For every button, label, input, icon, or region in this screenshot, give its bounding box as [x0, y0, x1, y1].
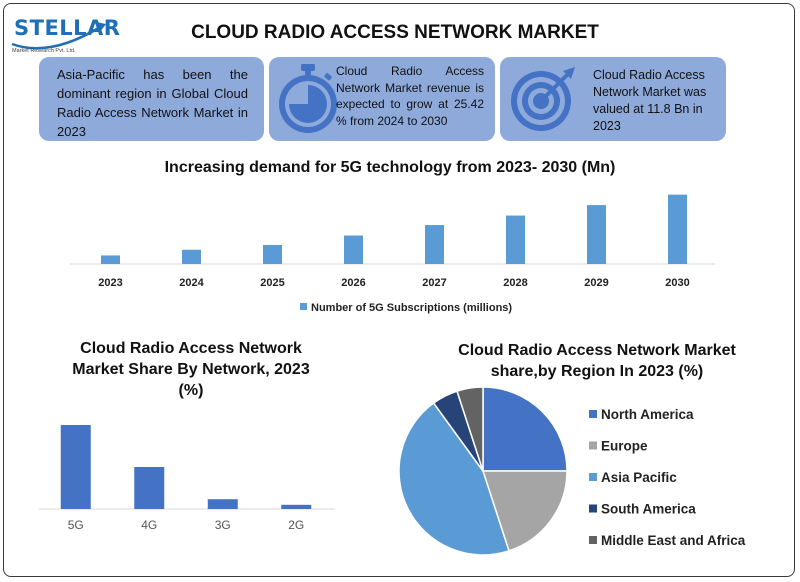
logo-text: STELLAR [14, 16, 121, 40]
bar-2026 [344, 235, 363, 264]
region-chart-title: Cloud Radio Access Network Market share,… [458, 342, 736, 380]
legend-label-north-america: North America [601, 407, 694, 422]
tick-label-2025: 2025 [260, 277, 284, 289]
infographic-frame [3, 3, 795, 577]
tick-label-5G: 5G [68, 518, 84, 532]
tick-label-2026: 2026 [341, 277, 365, 289]
legend-swatch-asia-pacific [589, 473, 597, 481]
info-card-growth-text: Cloud Radio Access Network Market revenu… [336, 64, 484, 128]
bar-2025 [263, 245, 282, 264]
tick-label-2027: 2027 [422, 277, 446, 289]
info-card-valuation: Cloud Radio Access Network Market was va… [500, 57, 726, 141]
bar-2G [281, 504, 312, 509]
pie-slice-middle-east-and-africa [456, 386, 484, 472]
info-card-growth: Cloud Radio Access Network Market revenu… [269, 57, 495, 141]
info-card-region: Asia-Pacific has been the dominant regio… [39, 57, 264, 141]
bar-3G [207, 499, 238, 509]
bar-2024 [182, 249, 201, 264]
legend-label-middle-east-and-africa: Middle East and Africa [601, 533, 746, 548]
tick-label-2G: 2G [288, 518, 304, 532]
legend-swatch-south-america [589, 504, 597, 513]
tick-label-2024: 2024 [179, 277, 204, 289]
legend-label-south-america: South America [601, 502, 696, 517]
bar-5G [60, 425, 91, 509]
info-card-region-text: Asia-Pacific has been the dominant regio… [57, 67, 248, 139]
logo-subtext: Market Research Pvt. Ltd. [12, 48, 76, 54]
bar-2023 [101, 255, 120, 264]
network-share-bar-chart: 5G 4G 3G 2G [39, 425, 335, 532]
legend-label-asia-pacific: Asia Pacific [601, 470, 677, 485]
subscriptions-bar-chart: 2023 2024 2025 2026 2027 2028 2029 2030 Number o… [70, 194, 715, 314]
stopwatch-icon [279, 64, 337, 133]
pie-slice-europe [481, 470, 568, 552]
bar-4G [134, 467, 165, 509]
bar-2030 [668, 194, 687, 264]
target-icon [511, 67, 575, 131]
tick-label-2023: 2023 [98, 277, 122, 289]
tick-label-2030: 2030 [665, 277, 689, 289]
tick-label-2028: 2028 [503, 277, 527, 289]
stellar-logo: STELLAR Market Research Pvt. Ltd. [10, 14, 120, 58]
region-share-pie-chart: North America Europe Asia Pacific South Ame… [398, 386, 746, 556]
legend-label-europe: Europe [601, 439, 648, 454]
pie-slice-north-america [482, 386, 568, 472]
bar-2027 [425, 225, 444, 264]
legend-swatch [300, 303, 307, 310]
info-card-valuation-text: Cloud Radio Access Network Market was va… [593, 68, 707, 133]
legend-swatch-north-america [589, 410, 597, 418]
logo-swoosh-icon [11, 22, 106, 50]
subscriptions-chart-title: Increasing demand for 5G technology from… [164, 159, 616, 176]
bar-2029 [587, 205, 606, 264]
legend-swatch-middle-east-and-africa [589, 536, 597, 544]
bar-2028 [506, 215, 525, 264]
network-chart-title: Cloud Radio Access Network Market Share … [72, 340, 310, 399]
page-title: CLOUD RADIO ACCESS NETWORK MARKET [191, 22, 599, 43]
legend-swatch-europe [589, 441, 597, 450]
pie-slice-asia-pacific [398, 401, 510, 556]
tick-label-2029: 2029 [584, 277, 608, 289]
tick-label-3G: 3G [215, 518, 231, 532]
legend-label: Number of 5G Subscriptions (millions) [311, 302, 512, 314]
tick-label-4G: 4G [141, 518, 157, 532]
